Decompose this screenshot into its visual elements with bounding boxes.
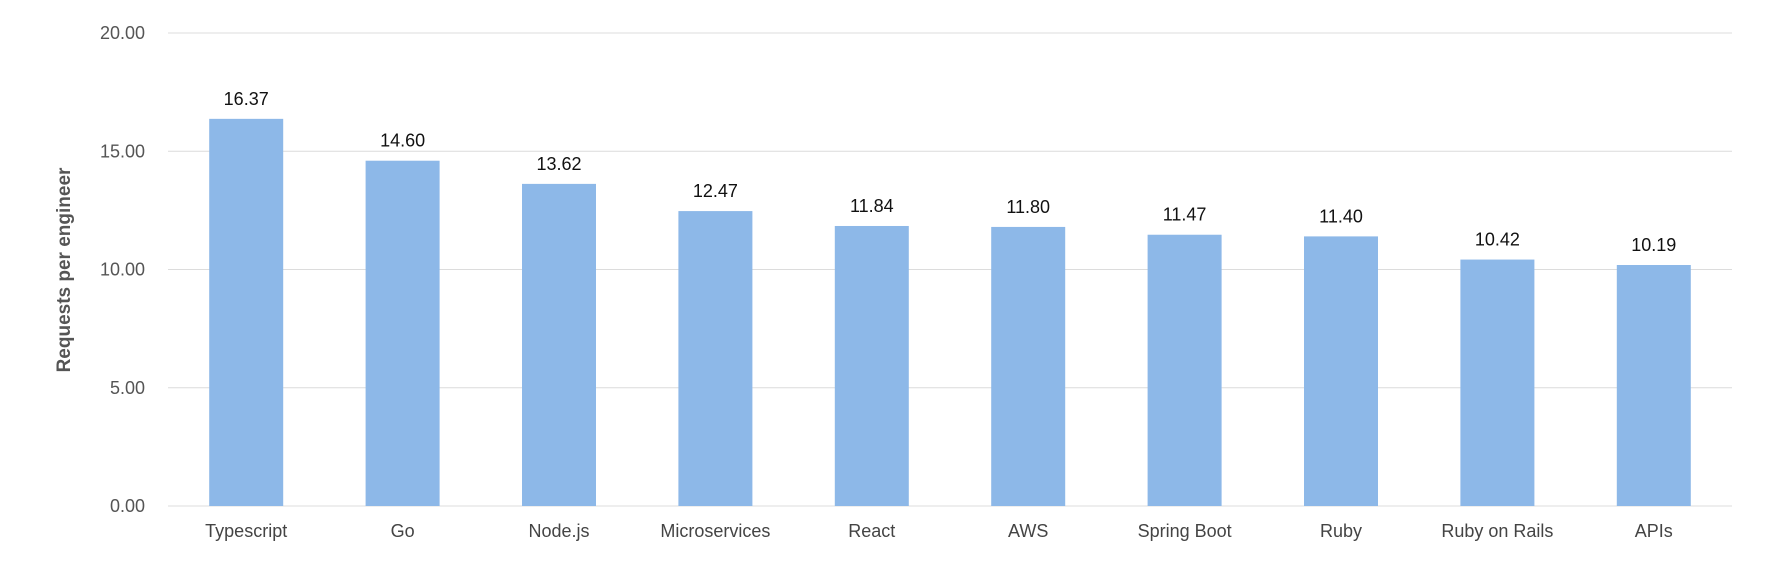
y-tick-label: 10.00 (100, 260, 145, 280)
bar (209, 118, 284, 507)
bar-value-label: 11.47 (1163, 205, 1207, 225)
bar (1304, 236, 1378, 506)
bars (209, 118, 1691, 507)
bar-value-label: 14.60 (380, 131, 425, 151)
y-tick-label: 20.00 (100, 23, 145, 43)
bar-value-label: 12.47 (693, 181, 738, 201)
value-labels: 16.37 14.60 13.62 12.47 11.84 11.80 11.47 11.40… (224, 89, 1677, 255)
x-axis-ticks: Typescript Go Node.js Microservices React AWS… (205, 521, 1673, 541)
bar (522, 183, 596, 506)
bar (991, 226, 1066, 506)
x-tick-label: Typescript (205, 521, 287, 541)
bar-value-label: 11.84 (850, 196, 894, 216)
bar-value-label: 10.19 (1631, 235, 1676, 255)
y-axis-title: Requests per engineer (54, 167, 75, 372)
x-tick-label: Spring Boot (1138, 521, 1232, 541)
x-tick-label: Ruby on Rails (1441, 521, 1553, 541)
bar (834, 225, 909, 506)
x-tick-label: Go (391, 521, 415, 541)
y-tick-label: 15.00 (100, 141, 145, 161)
bar (1460, 259, 1535, 506)
bar-value-label: 11.80 (1006, 197, 1050, 217)
bar (1147, 234, 1222, 506)
y-tick-label: 5.00 (110, 378, 145, 398)
bar (365, 160, 440, 506)
bar (678, 211, 753, 506)
bar (1616, 265, 1691, 506)
x-tick-label: Microservices (660, 521, 770, 541)
y-tick-label: 0.00 (110, 496, 145, 516)
bar-value-label: 16.37 (224, 89, 269, 109)
x-tick-label: React (848, 521, 895, 541)
x-tick-label: Ruby (1320, 521, 1362, 541)
x-tick-label: AWS (1008, 521, 1048, 541)
bar-value-label: 10.42 (1475, 230, 1520, 250)
bar-value-label: 13.62 (536, 154, 581, 174)
x-tick-label: Node.js (528, 521, 589, 541)
bar-value-label: 11.40 (1319, 206, 1363, 226)
x-tick-label: APIs (1635, 521, 1673, 541)
y-axis-ticks: 0.00 5.00 10.00 15.00 20.00 (100, 23, 145, 516)
